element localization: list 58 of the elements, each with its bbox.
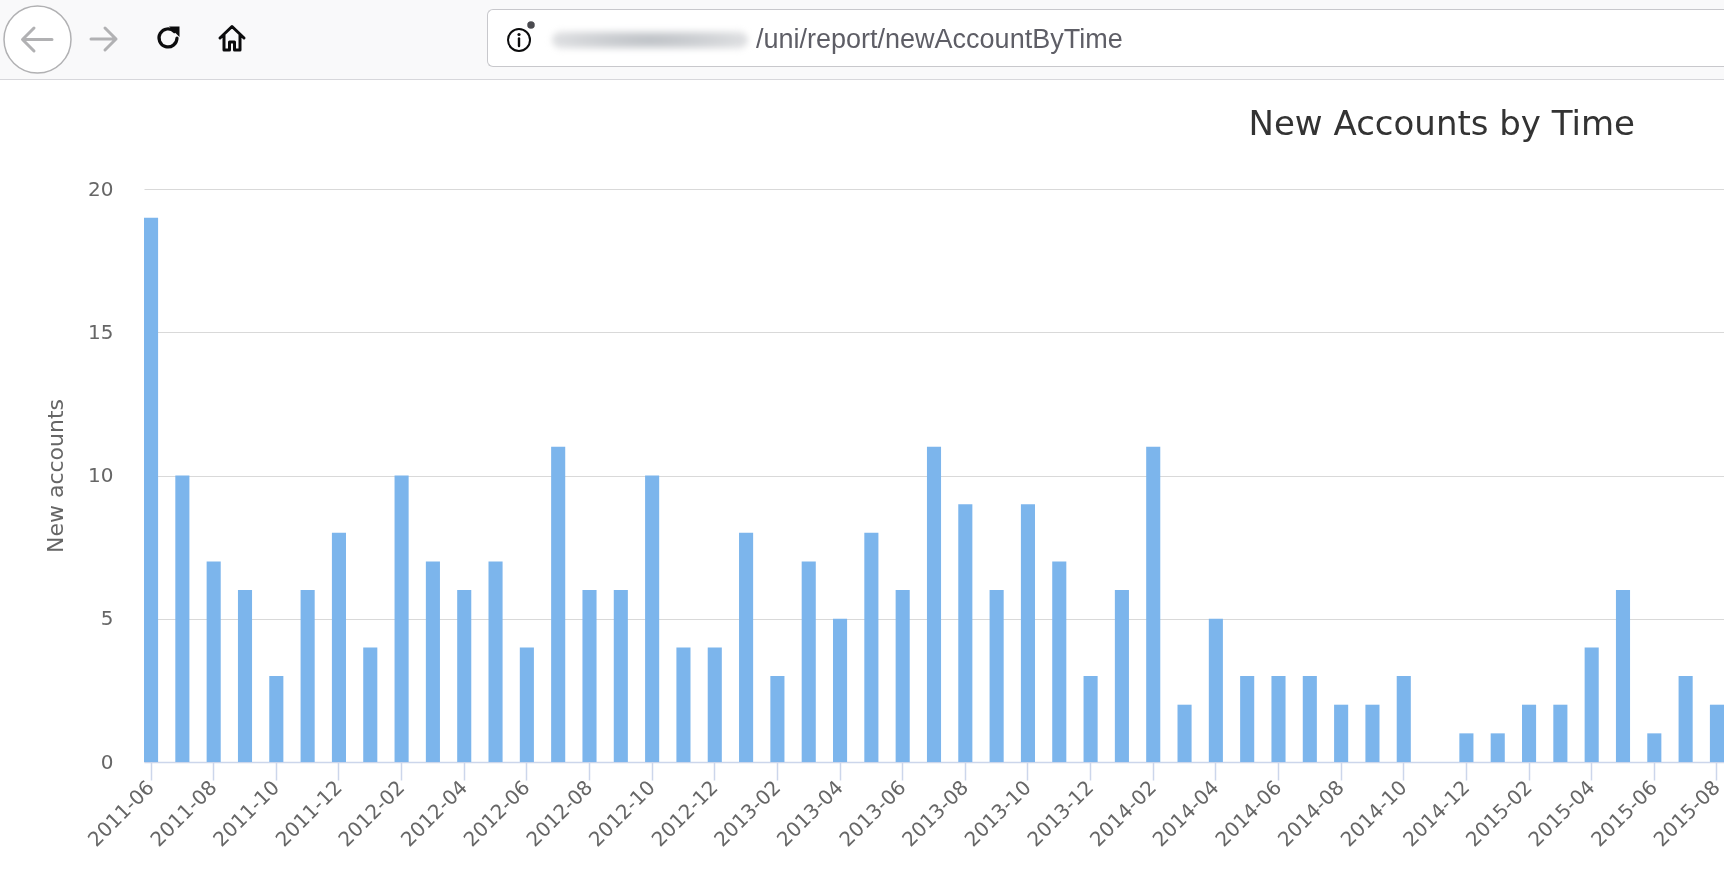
bar xyxy=(926,446,942,762)
bar xyxy=(833,618,848,762)
bar xyxy=(801,561,816,762)
bar xyxy=(1146,446,1161,762)
y-tick-label: 5 xyxy=(100,606,114,631)
bar xyxy=(1584,647,1599,762)
bar xyxy=(1271,676,1286,762)
bar xyxy=(958,504,973,762)
bar xyxy=(707,647,722,762)
bar xyxy=(144,217,159,762)
bar xyxy=(1522,704,1537,762)
bar xyxy=(175,475,190,762)
bar xyxy=(519,647,534,762)
y-tick-label: 10 xyxy=(88,463,114,487)
bar xyxy=(363,647,378,762)
bar xyxy=(1302,676,1317,762)
bar xyxy=(582,590,597,762)
bar xyxy=(425,561,440,762)
bar xyxy=(206,561,221,762)
bar xyxy=(1396,676,1411,762)
bar xyxy=(676,647,691,762)
bar xyxy=(1553,704,1568,762)
bar xyxy=(739,532,754,762)
bar xyxy=(895,590,910,762)
bar xyxy=(1709,704,1724,762)
bar xyxy=(645,475,660,762)
bar xyxy=(613,590,628,762)
bar xyxy=(1240,676,1255,762)
bar xyxy=(488,561,503,762)
bar xyxy=(1615,590,1631,762)
bar xyxy=(1490,733,1505,762)
bar xyxy=(1459,733,1474,762)
bar xyxy=(1208,618,1223,762)
bar xyxy=(1083,676,1098,762)
chart-title: New Accounts by Time xyxy=(1248,103,1635,143)
bar xyxy=(1020,504,1035,762)
bar xyxy=(1177,704,1192,762)
y-tick-label: 0 xyxy=(100,749,114,774)
bar xyxy=(1647,733,1662,762)
bar xyxy=(770,676,785,762)
y-axis-title: New accounts xyxy=(42,398,68,554)
bar xyxy=(457,590,472,762)
bar xyxy=(1678,676,1693,762)
y-tick-label: 20 xyxy=(88,176,114,201)
bar xyxy=(989,590,1004,762)
bar xyxy=(1365,704,1380,762)
bar xyxy=(331,532,346,762)
bar xyxy=(864,532,879,762)
bar xyxy=(1334,704,1349,762)
bar xyxy=(300,590,315,762)
text: /uni/report/newAccountByTime xyxy=(756,24,1123,54)
bar xyxy=(394,475,409,762)
y-tick-label: 15 xyxy=(88,319,114,344)
bar xyxy=(551,446,566,762)
bar xyxy=(269,676,284,762)
bar xyxy=(237,590,253,762)
bar xyxy=(1114,590,1129,762)
bar xyxy=(1052,561,1067,762)
